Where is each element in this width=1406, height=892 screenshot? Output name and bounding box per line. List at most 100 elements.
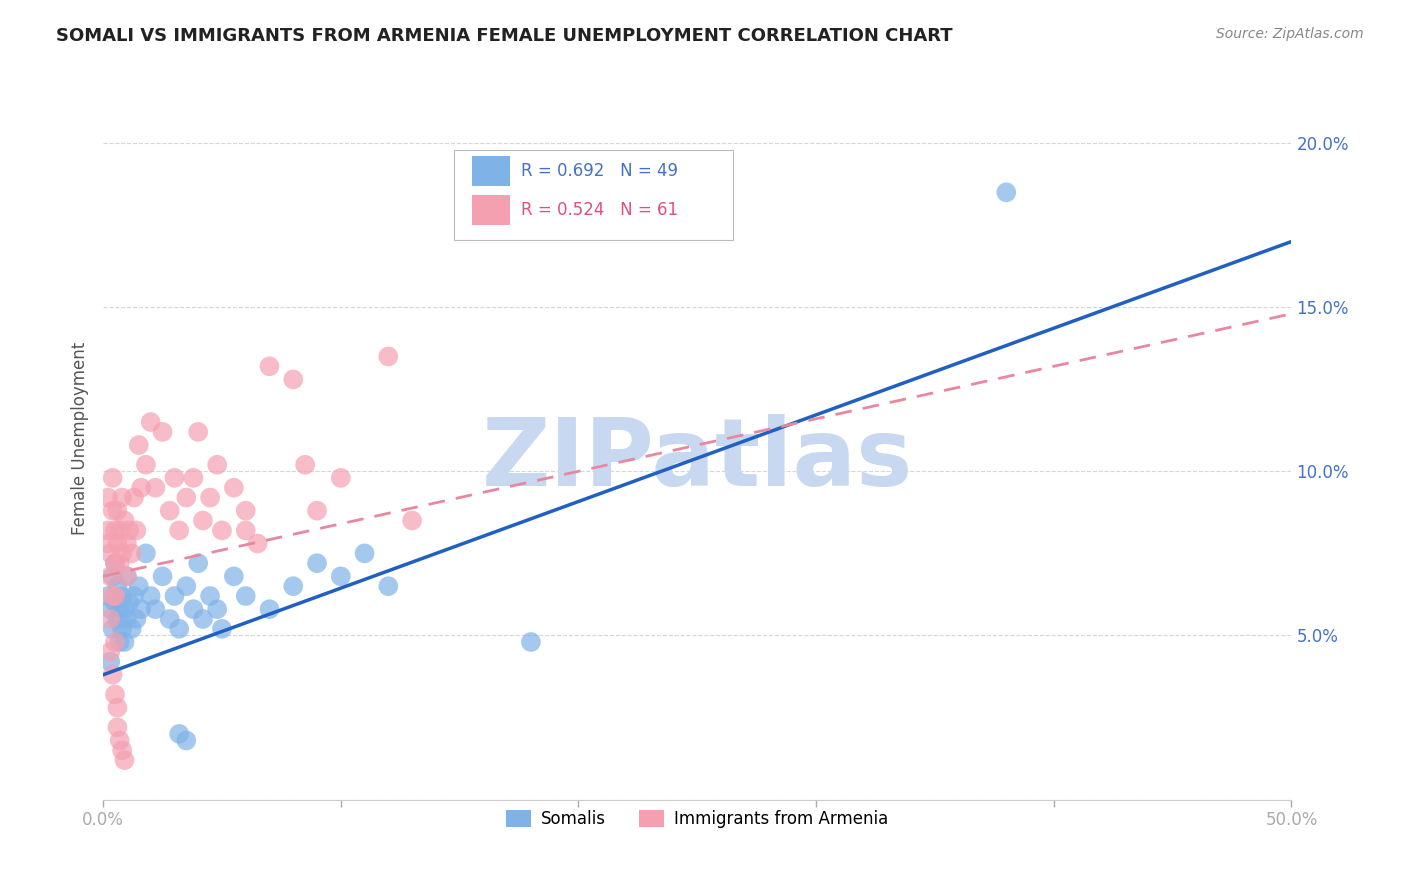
Point: [104, 596, 127, 610]
Point: [101, 504, 124, 518]
Point: [205, 602, 228, 616]
Point: [152, 569, 174, 583]
Point: [377, 350, 399, 364]
Point: [105, 536, 128, 550]
Point: [235, 504, 257, 518]
Point: [105, 579, 128, 593]
Point: [101, 668, 124, 682]
Point: [111, 743, 134, 757]
FancyBboxPatch shape: [471, 156, 509, 186]
Point: [122, 491, 145, 505]
Point: [187, 425, 209, 439]
Point: [104, 635, 127, 649]
Point: [191, 514, 214, 528]
Point: [108, 733, 131, 747]
Point: [145, 481, 167, 495]
Point: [135, 458, 157, 472]
Point: [128, 579, 150, 593]
Point: [118, 524, 141, 538]
Point: [222, 569, 245, 583]
Point: [105, 700, 128, 714]
Point: [97, 491, 120, 505]
Point: [259, 359, 281, 374]
Point: [283, 579, 305, 593]
Point: [246, 536, 269, 550]
Point: [235, 589, 257, 603]
Point: [115, 569, 138, 583]
Point: [183, 602, 205, 616]
Point: [198, 491, 221, 505]
Point: [108, 602, 131, 616]
Point: [125, 524, 148, 538]
Point: [183, 471, 205, 485]
Point: [167, 622, 190, 636]
Point: [205, 458, 228, 472]
Point: [97, 524, 120, 538]
Point: [118, 596, 141, 610]
Point: [235, 524, 257, 538]
Point: [128, 438, 150, 452]
Text: R = 0.692   N = 49: R = 0.692 N = 49: [522, 162, 679, 180]
Point: [401, 514, 423, 528]
Point: [114, 602, 136, 616]
Point: [211, 524, 233, 538]
Point: [97, 589, 120, 603]
Point: [104, 688, 127, 702]
Point: [105, 504, 128, 518]
Point: [114, 635, 136, 649]
Point: [187, 556, 209, 570]
Point: [108, 635, 131, 649]
Point: [135, 546, 157, 560]
Point: [995, 186, 1018, 200]
Point: [101, 569, 124, 583]
Point: [105, 612, 128, 626]
Text: ZIPatlas: ZIPatlas: [482, 414, 912, 506]
Point: [520, 635, 543, 649]
Point: [283, 372, 305, 386]
Point: [101, 589, 124, 603]
Point: [108, 524, 131, 538]
Point: [329, 471, 352, 485]
Point: [111, 546, 134, 560]
Point: [115, 569, 138, 583]
Point: [105, 720, 128, 734]
Point: [98, 645, 121, 659]
Point: [377, 579, 399, 593]
Point: [104, 524, 127, 538]
Point: [305, 556, 328, 570]
Point: [104, 556, 127, 570]
Legend: Somalis, Immigrants from Armenia: Somalis, Immigrants from Armenia: [499, 803, 896, 835]
Point: [115, 612, 138, 626]
Text: Source: ZipAtlas.com: Source: ZipAtlas.com: [1216, 27, 1364, 41]
Point: [353, 546, 375, 560]
Point: [139, 589, 162, 603]
Point: [111, 622, 134, 636]
Point: [98, 655, 121, 669]
Point: [259, 602, 281, 616]
Point: [122, 589, 145, 603]
Point: [129, 602, 152, 616]
Point: [294, 458, 316, 472]
Point: [167, 524, 190, 538]
Point: [98, 602, 121, 616]
Point: [211, 622, 233, 636]
Point: [121, 622, 143, 636]
Point: [125, 612, 148, 626]
Point: [159, 612, 181, 626]
Point: [121, 546, 143, 560]
Point: [101, 622, 124, 636]
Point: [159, 504, 181, 518]
Point: [222, 481, 245, 495]
Point: [152, 425, 174, 439]
Point: [111, 491, 134, 505]
Y-axis label: Female Unemployment: Female Unemployment: [72, 342, 89, 535]
Point: [305, 504, 328, 518]
Point: [98, 569, 121, 583]
Point: [114, 514, 136, 528]
Point: [115, 536, 138, 550]
Point: [98, 612, 121, 626]
Point: [167, 727, 190, 741]
Point: [98, 546, 121, 560]
Point: [139, 415, 162, 429]
Point: [163, 471, 186, 485]
